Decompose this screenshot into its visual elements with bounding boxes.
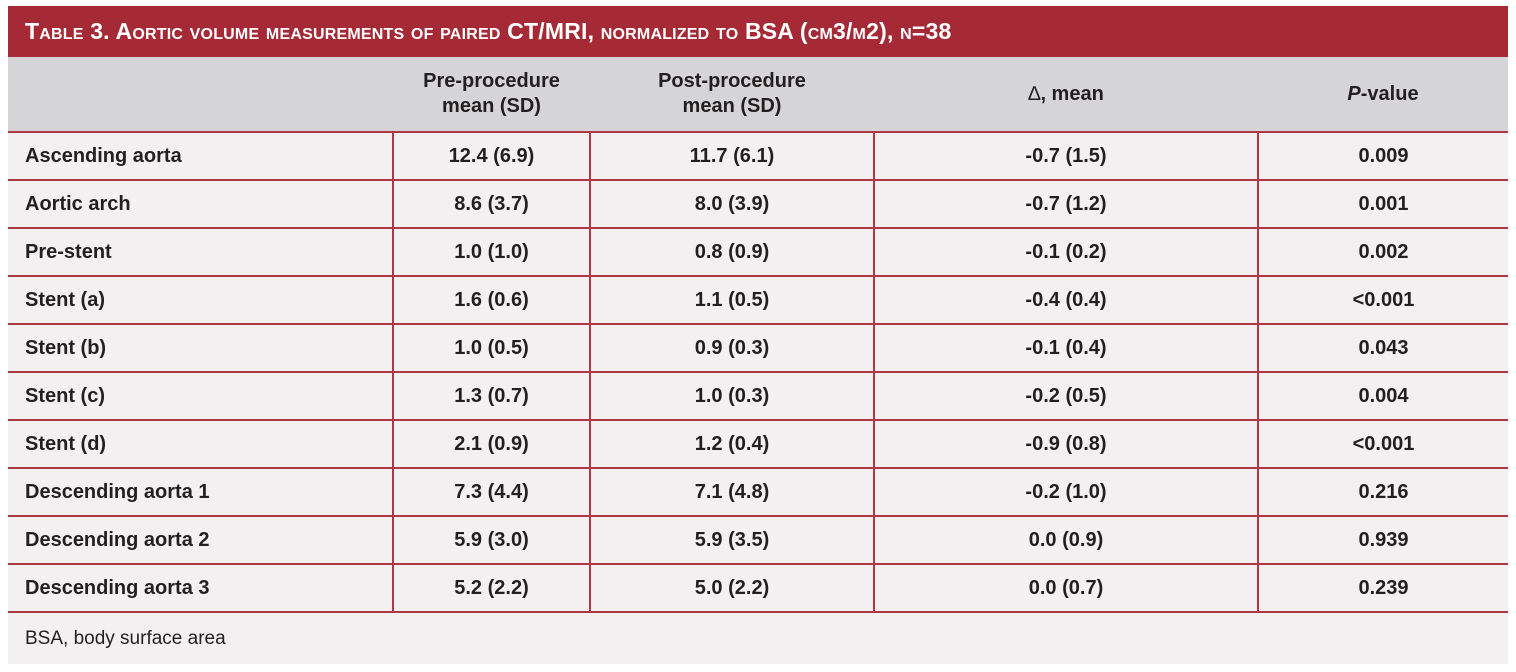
- post-cell: 5.9 (3.5): [590, 515, 875, 564]
- column-header-empty: [8, 57, 393, 132]
- header-row: Pre-procedure mean (SD) Post-procedure m…: [8, 57, 1508, 132]
- row-label-cell: Stent (a): [8, 275, 394, 324]
- delta-cell: -0.9 (0.8): [874, 419, 1259, 468]
- table-row: Aortic arch 8.6 (3.7) 8.0 (3.9) -0.7 (1.…: [8, 179, 1508, 228]
- row-label-cell: Stent (b): [8, 323, 394, 372]
- delta-cell: -0.2 (1.0): [874, 467, 1259, 516]
- aortic-volume-table: Pre-procedure mean (SD) Post-procedure m…: [8, 57, 1508, 664]
- p-value-italic-p: P: [1347, 82, 1361, 105]
- pvalue-cell: 0.939: [1258, 515, 1508, 564]
- post-cell: 0.9 (0.3): [590, 323, 875, 372]
- column-header-pre-procedure: Pre-procedure mean (SD): [393, 57, 590, 132]
- delta-cell: -0.2 (0.5): [874, 371, 1259, 420]
- pre-cell: 2.1 (0.9): [393, 419, 591, 468]
- row-label-cell: Stent (c): [8, 371, 394, 420]
- delta-cell: -0.7 (1.5): [874, 131, 1259, 180]
- post-cell: 0.8 (0.9): [590, 227, 875, 276]
- post-cell: 1.0 (0.3): [590, 371, 875, 420]
- pre-cell: 8.6 (3.7): [393, 179, 591, 228]
- column-header-p-value: P-value: [1258, 57, 1508, 132]
- row-label-cell: Ascending aorta: [8, 131, 394, 180]
- delta-mean-label: , mean: [1040, 82, 1104, 105]
- pvalue-cell: <0.001: [1258, 419, 1508, 468]
- row-label-cell: Descending aorta 2: [8, 515, 394, 564]
- table-row: Ascending aorta 12.4 (6.9) 11.7 (6.1) -0…: [8, 131, 1508, 180]
- delta-symbol: ∆: [1028, 82, 1041, 105]
- post-cell: 8.0 (3.9): [590, 179, 875, 228]
- table-row: Pre-stent 1.0 (1.0) 0.8 (0.9) -0.1 (0.2)…: [8, 227, 1508, 276]
- pre-cell: 1.6 (0.6): [393, 275, 591, 324]
- pre-cell: 1.3 (0.7): [393, 371, 591, 420]
- delta-cell: -0.4 (0.4): [874, 275, 1259, 324]
- pre-procedure-line1: Pre-procedure: [423, 70, 560, 92]
- table-row: Stent (d) 2.1 (0.9) 1.2 (0.4) -0.9 (0.8)…: [8, 419, 1508, 468]
- table-row: Descending aorta 2 5.9 (3.0) 5.9 (3.5) 0…: [8, 515, 1508, 564]
- row-label-cell: Descending aorta 1: [8, 467, 394, 516]
- post-procedure-line2: mean (SD): [682, 95, 782, 117]
- row-label-cell: Stent (d): [8, 419, 394, 468]
- row-label-cell: Descending aorta 3: [8, 563, 394, 612]
- pvalue-cell: 0.239: [1258, 563, 1508, 612]
- table-row: Stent (c) 1.3 (0.7) 1.0 (0.3) -0.2 (0.5)…: [8, 371, 1508, 420]
- footnote-row: BSA, body surface area: [8, 611, 1508, 664]
- column-header-delta-mean: ∆, mean: [874, 57, 1258, 132]
- table-title-banner: Table 3. Aortic volume measurements of p…: [8, 6, 1508, 57]
- post-cell: 11.7 (6.1): [590, 131, 875, 180]
- delta-cell: 0.0 (0.7): [874, 563, 1259, 612]
- table-row: Descending aorta 1 7.3 (4.4) 7.1 (4.8) -…: [8, 467, 1508, 516]
- delta-cell: -0.1 (0.4): [874, 323, 1259, 372]
- delta-cell: 0.0 (0.9): [874, 515, 1259, 564]
- pre-cell: 5.9 (3.0): [393, 515, 591, 564]
- post-cell: 1.2 (0.4): [590, 419, 875, 468]
- table-footer: BSA, body surface area: [8, 611, 1508, 664]
- pre-cell: 12.4 (6.9): [393, 131, 591, 180]
- row-label-cell: Pre-stent: [8, 227, 394, 276]
- post-cell: 7.1 (4.8): [590, 467, 875, 516]
- p-value-rest: -value: [1360, 82, 1419, 105]
- pvalue-cell: 0.001: [1258, 179, 1508, 228]
- pvalue-cell: 0.009: [1258, 131, 1508, 180]
- table-body: Ascending aorta 12.4 (6.9) 11.7 (6.1) -0…: [8, 131, 1508, 612]
- table-row: Stent (b) 1.0 (0.5) 0.9 (0.3) -0.1 (0.4)…: [8, 323, 1508, 372]
- delta-cell: -0.7 (1.2): [874, 179, 1259, 228]
- pvalue-cell: 0.002: [1258, 227, 1508, 276]
- pre-cell: 1.0 (0.5): [393, 323, 591, 372]
- pvalue-cell: 0.216: [1258, 467, 1508, 516]
- delta-cell: -0.1 (0.2): [874, 227, 1259, 276]
- post-cell: 5.0 (2.2): [590, 563, 875, 612]
- table-row: Stent (a) 1.6 (0.6) 1.1 (0.5) -0.4 (0.4)…: [8, 275, 1508, 324]
- pvalue-cell: <0.001: [1258, 275, 1508, 324]
- table-title: Table 3. Aortic volume measurements of p…: [25, 18, 952, 44]
- pvalue-cell: 0.004: [1258, 371, 1508, 420]
- table-row: Descending aorta 3 5.2 (2.2) 5.0 (2.2) 0…: [8, 563, 1508, 612]
- pre-cell: 1.0 (1.0): [393, 227, 591, 276]
- column-header-post-procedure: Post-procedure mean (SD): [590, 57, 874, 132]
- post-procedure-line1: Post-procedure: [658, 70, 806, 92]
- table-header-row: Pre-procedure mean (SD) Post-procedure m…: [8, 57, 1508, 132]
- pre-cell: 7.3 (4.4): [393, 467, 591, 516]
- pvalue-cell: 0.043: [1258, 323, 1508, 372]
- pre-cell: 5.2 (2.2): [393, 563, 591, 612]
- footnote: BSA, body surface area: [8, 611, 1508, 664]
- post-cell: 1.1 (0.5): [590, 275, 875, 324]
- pre-procedure-line2: mean (SD): [442, 95, 541, 117]
- row-label-cell: Aortic arch: [8, 179, 394, 228]
